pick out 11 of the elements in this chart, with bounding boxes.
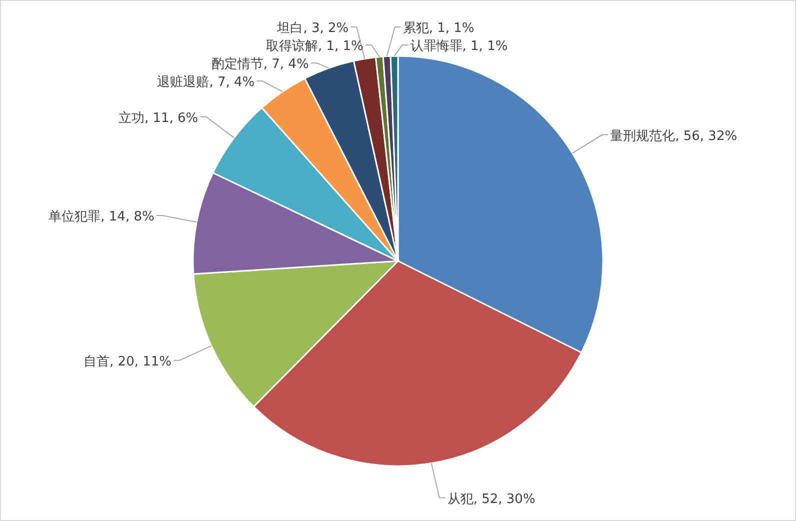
slice-label: 立功, 11, 6% — [118, 110, 198, 126]
slice-label: 退赃退赔, 7, 4% — [157, 75, 255, 90]
slice-label: 酌定情节, 7, 4% — [211, 57, 309, 72]
slice-label: 累犯, 1, 1% — [402, 21, 474, 36]
slice-label: 单位犯罪, 14, 8% — [48, 210, 154, 225]
slice-label: 坦白, 3, 2% — [276, 21, 349, 36]
slice-label: 取得谅解, 1, 1% — [266, 39, 364, 54]
slice-label: 自首, 20, 11% — [84, 354, 172, 370]
slice-label: 认罪悔罪, 1, 1% — [410, 39, 508, 54]
slice-label: 量刑规范化, 56, 32% — [610, 128, 738, 144]
slice-label: 从犯, 52, 30% — [447, 492, 536, 507]
